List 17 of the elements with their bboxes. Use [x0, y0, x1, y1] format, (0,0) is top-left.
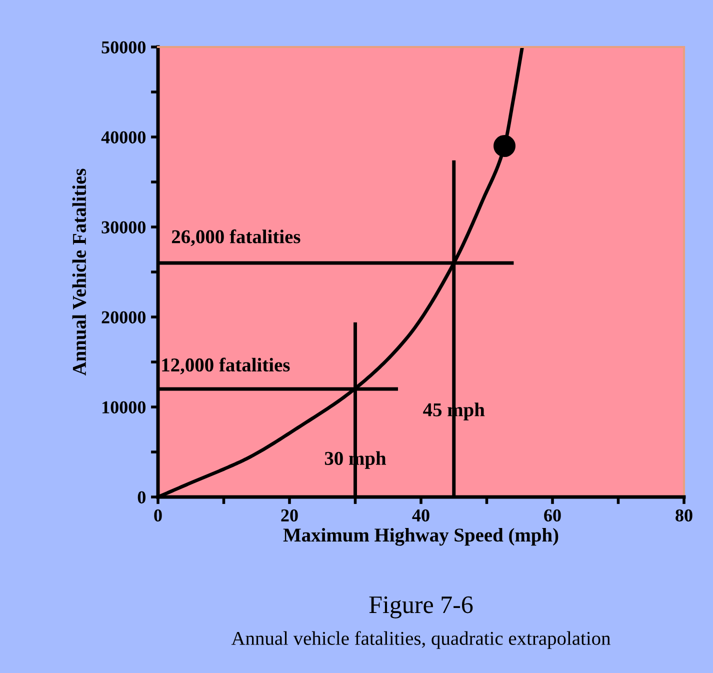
y-tick-label: 30000 — [102, 221, 146, 234]
text: Annual vehicle fatalities, quadratic extrapolation — [231, 631, 610, 649]
y-tick-label: 40000 — [101, 131, 146, 144]
x-tick-label: 60 — [544, 509, 561, 522]
y-tick-label: 0 — [138, 491, 146, 504]
y-tick-label: 50000 — [102, 41, 146, 54]
y-tick-label: 20000 — [102, 311, 146, 324]
x-tick-label: 20 — [281, 509, 298, 522]
y-tick-label: 10000 — [102, 401, 146, 414]
x-axis-title: Maximum Highway Speed (mph) — [283, 528, 558, 546]
x-tick-label: 40 — [412, 509, 430, 522]
y-axis-title: Annual Vehicle Fatalities — [72, 168, 86, 376]
text: Figure 7-6 — [369, 596, 473, 618]
annotation: 12,000 fatalities — [162, 358, 290, 374]
x-tick-label: 0 — [154, 509, 162, 522]
annotation: 26,000 fatalities — [172, 229, 300, 246]
x-tick-label: 80 — [676, 509, 692, 522]
